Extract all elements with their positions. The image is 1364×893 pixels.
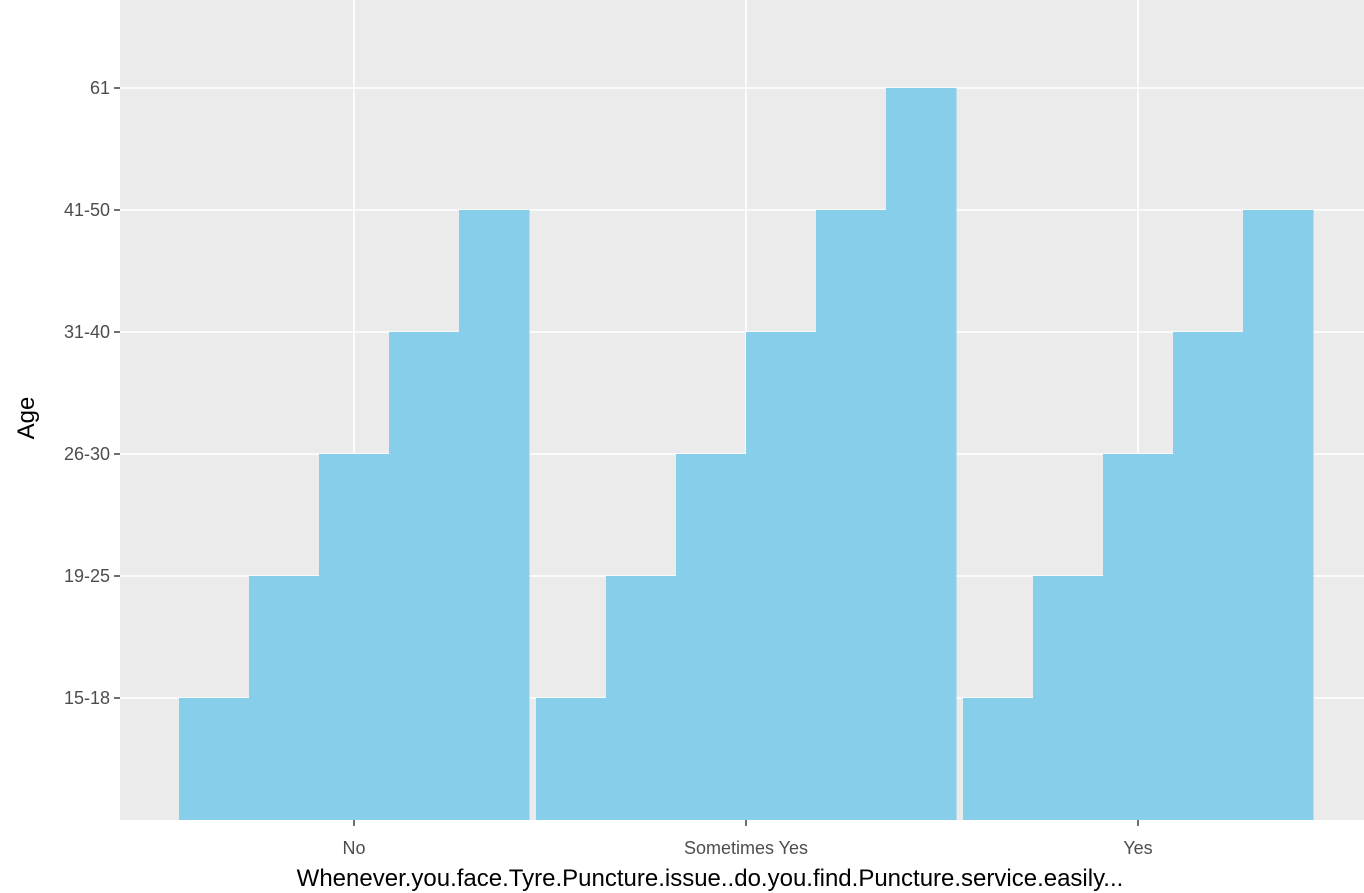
bar: [606, 576, 677, 820]
y-tick-label: 26-30: [64, 444, 110, 464]
bar: [249, 576, 320, 820]
bars: [179, 88, 1314, 820]
bar: [886, 88, 957, 820]
axes: 15-18 19-25 26-30 31-40 41-50 61 No Sometimes Y…: [64, 78, 1153, 858]
x-tick-label: Yes: [1123, 838, 1152, 858]
y-tick-label: 15-18: [64, 688, 110, 708]
y-tick-label: 61: [90, 78, 110, 98]
y-axis-title: Age: [13, 397, 40, 440]
y-tick-label: 31-40: [64, 322, 110, 342]
x-axis-title: Whenever.you.face.Tyre.Puncture.issue..d…: [297, 865, 1124, 892]
bar: [1173, 332, 1244, 820]
bar: [536, 698, 607, 820]
bar: [1243, 210, 1314, 820]
bar: [816, 210, 887, 820]
bar: [389, 332, 460, 820]
bar: [746, 332, 817, 820]
x-tick-label: Sometimes Yes: [684, 838, 808, 858]
bar: [319, 454, 390, 820]
bar: [1033, 576, 1104, 820]
bar: [963, 698, 1034, 820]
bar: [1103, 454, 1174, 820]
bar: [459, 210, 530, 820]
bar: [676, 454, 747, 820]
x-tick-label: No: [342, 838, 365, 858]
y-tick-label: 19-25: [64, 566, 110, 586]
y-tick-label: 41-50: [64, 200, 110, 220]
bar: [179, 698, 250, 820]
